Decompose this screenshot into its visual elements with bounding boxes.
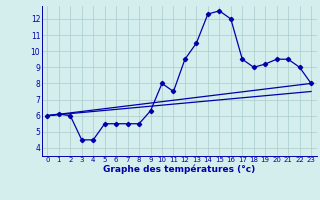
X-axis label: Graphe des températures (°c): Graphe des températures (°c) [103, 165, 255, 174]
